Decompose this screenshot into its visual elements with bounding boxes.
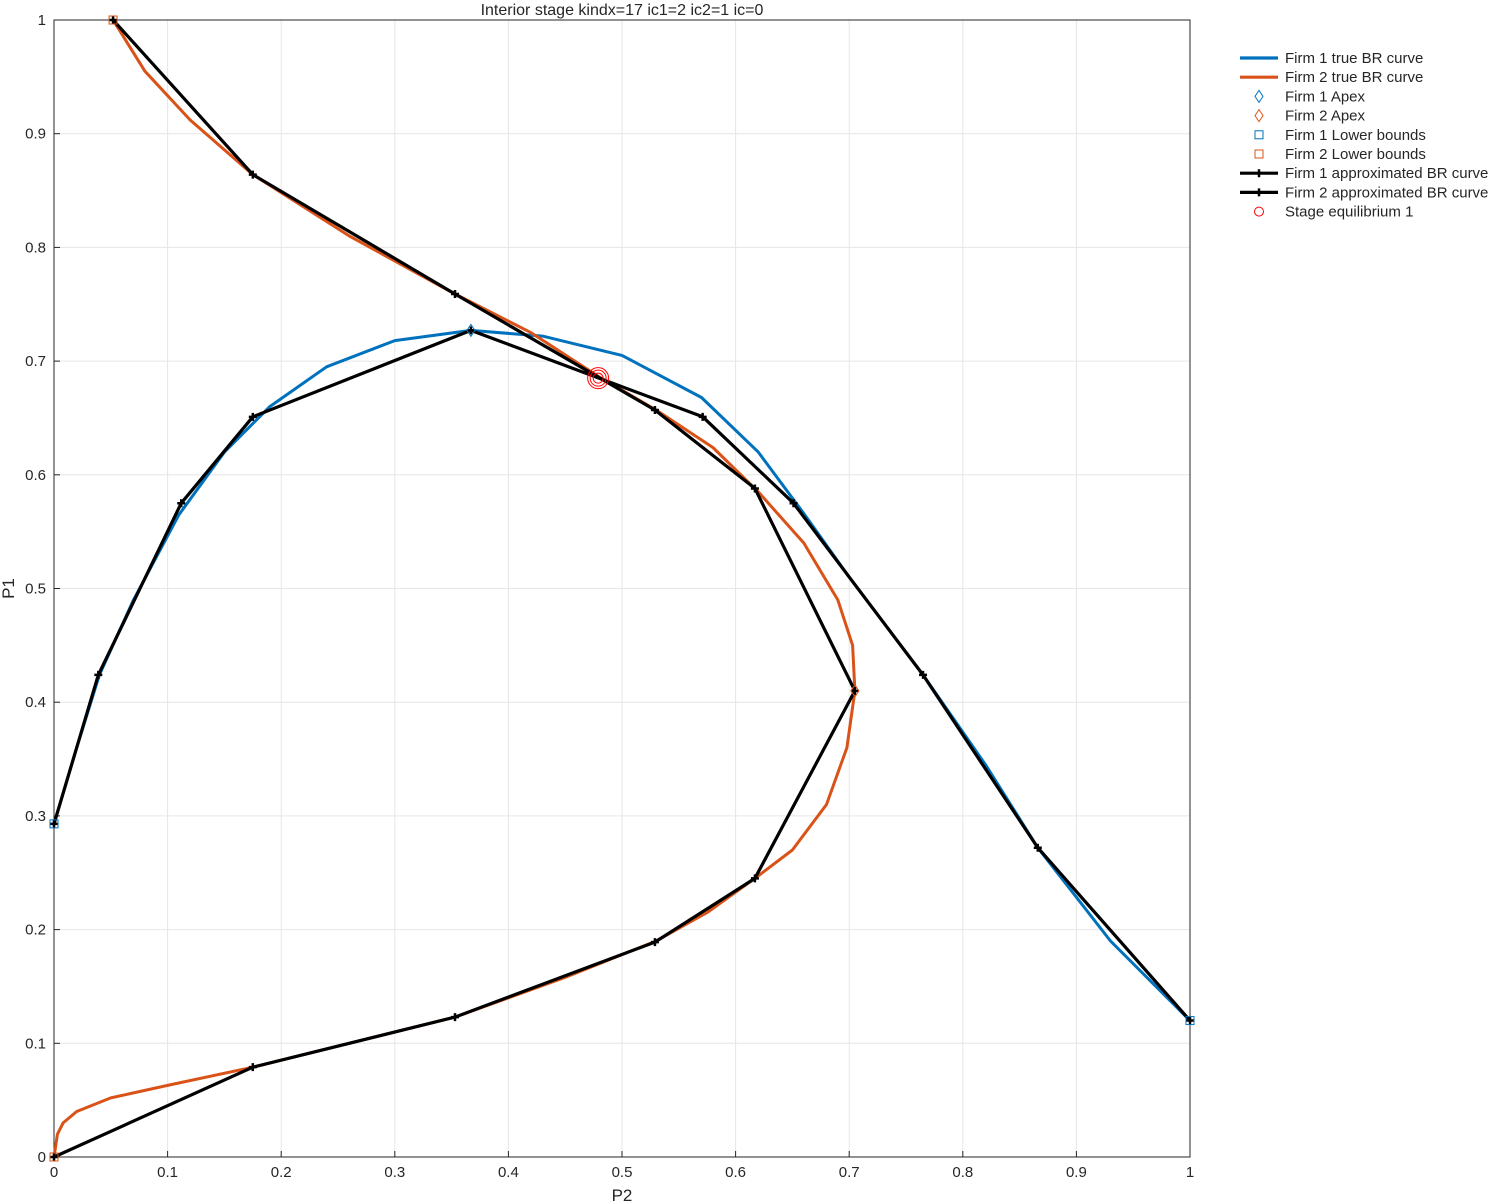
legend-label: Stage equilibrium 1 [1285,204,1413,221]
y-tick-label: 0.4 [25,694,46,711]
legend-item: Firm 2 true BR curve [1240,69,1423,86]
data-point [466,323,476,338]
legend-marker [1254,206,1264,217]
data-point [50,1153,58,1161]
data-point [248,1063,257,1072]
data-point [177,499,186,508]
data-point [248,170,257,179]
legend-marker [1254,89,1264,104]
y-tick-label: 0.7 [25,353,46,370]
y-tick-label: 0 [38,1149,46,1166]
x-tick-label: 0.7 [839,1164,860,1181]
data-point [1186,1016,1194,1025]
x-tick-label: 0.4 [498,1164,519,1181]
data-point [108,15,118,25]
data-point [650,405,659,414]
data-point [789,499,798,508]
y-tick-label: 0.9 [25,126,46,143]
legend: Firm 1 true BR curve Firm 2 true BR curve… [1240,50,1488,221]
legend-marker [1254,130,1264,140]
legend-marker [1254,149,1264,159]
chart-title: Interior stage kindx=17 ic1=2 ic2=1 ic=0 [481,2,764,19]
x-tick-label: 0.5 [612,1164,633,1181]
legend-item: Firm 1 approximated BR curve [1240,165,1488,182]
data-point [109,16,118,24]
series-line [52,328,1192,1023]
legend-label: Firm 2 Lower bounds [1285,146,1426,163]
series-7 [50,16,859,1161]
y-tick-label: 1 [38,12,46,29]
data-point [698,412,707,421]
y-axis-label: P1 [0,578,18,599]
data-point-ring [589,369,607,387]
legend-label: Firm 2 Apex [1285,108,1366,125]
data-point [248,412,257,421]
data-point [50,819,58,828]
data-point-ring [587,367,610,390]
y-tick-label: 0.3 [25,808,46,825]
legend-label: Firm 1 approximated BR curve [1285,165,1488,182]
y-tick-label: 0.2 [25,922,46,939]
x-tick-label: 0.6 [725,1164,746,1181]
y-tick-label: 0.6 [25,467,46,484]
data-point [850,683,860,698]
legend-label: Firm 2 true BR curve [1285,69,1423,86]
y-tick-label: 0.1 [25,1035,46,1052]
legend-item: Firm 1 true BR curve [1240,50,1423,67]
y-tick-label: 0.5 [25,581,46,598]
data-point [1185,1016,1195,1026]
series-5 [49,15,118,1162]
data-point [750,874,759,883]
data-point [587,367,610,390]
x-axis-label: P2 [612,1186,633,1204]
x-tick-label: 0.1 [157,1164,178,1181]
x-tick-label: 0.3 [384,1164,405,1181]
series-layer [49,15,1195,1162]
data-point [451,1013,460,1022]
legend-item: Firm 2 Lower bounds [1254,146,1426,163]
legend-item: Stage equilibrium 1 [1254,204,1413,221]
data-point [650,938,659,947]
x-tick-label: 0 [50,1164,58,1181]
x-tick-label: 0.9 [1066,1164,1087,1181]
data-point [451,290,460,299]
series-8 [587,367,610,390]
grid [53,19,1191,1158]
legend-item: Firm 2 approximated BR curve [1240,184,1488,201]
data-point [1033,843,1042,852]
legend-label: Firm 1 Apex [1285,88,1366,105]
legend-item: Firm 1 Apex [1254,88,1366,105]
series-6 [50,326,1194,1025]
data-point-ring [592,372,604,384]
legend-marker [1255,169,1263,178]
data-point [850,686,859,695]
data-point [750,484,759,493]
data-point [919,670,928,679]
axis-ticks: 0 0.1 0.2 0.3 0.4 0.5 0.6 0.7 0.8 0.9 1 0 0.1 0.2 0.3 0… [25,12,1194,1181]
legend-item: Firm 2 Apex [1254,108,1366,125]
legend-marker [1255,188,1263,197]
x-tick-label: 0.8 [952,1164,973,1181]
legend-label: Firm 2 approximated BR curve [1285,184,1488,201]
data-point [49,819,59,829]
data-point [94,670,103,679]
data-point [49,1152,59,1162]
legend-label: Firm 1 Lower bounds [1285,127,1426,144]
legend-item: Firm 1 Lower bounds [1254,127,1426,144]
series-4 [49,819,1195,1026]
x-tick-label: 1 [1186,1164,1194,1181]
series-2 [466,323,476,338]
series-3 [850,683,860,698]
legend-marker [1254,108,1264,123]
y-tick-label: 0.8 [25,239,46,256]
data-point [466,326,475,335]
legend-label: Firm 1 true BR curve [1285,50,1423,67]
x-tick-label: 0.2 [271,1164,292,1181]
